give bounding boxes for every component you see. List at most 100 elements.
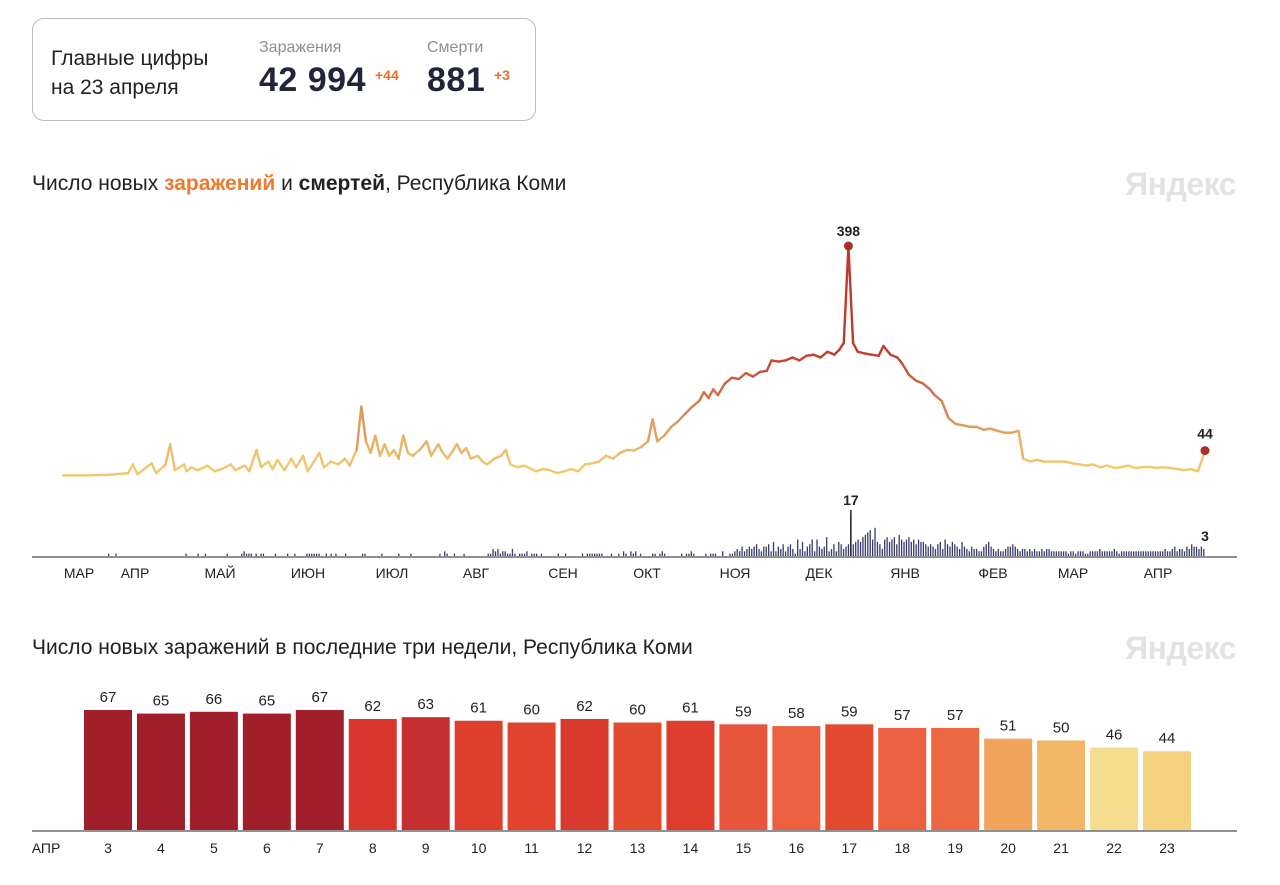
- bar: [931, 727, 980, 830]
- bar-value-label: 65: [259, 693, 276, 710]
- x-tick-label: 16: [789, 840, 805, 856]
- infection-line-segment: [847, 244, 855, 345]
- infection-line-segment: [877, 344, 885, 357]
- infection-line-segment: [819, 350, 829, 359]
- summary-title: Главные цифры на 23 апреля: [51, 44, 241, 102]
- deaths-delta: +3: [494, 67, 510, 83]
- infection-line-segment: [597, 454, 608, 463]
- infection-line-segment: [684, 405, 694, 415]
- infection-line-segment: [136, 462, 153, 476]
- infection-line-segment: [329, 460, 340, 466]
- x-tick-label: ДЕК: [806, 565, 834, 581]
- infection-line-segment: [131, 463, 139, 476]
- bar: [454, 720, 503, 830]
- infection-line-segment: [259, 460, 270, 469]
- bar: [1090, 747, 1139, 830]
- summary-title-line1: Главные цифры: [51, 47, 209, 70]
- bar-value-label: 63: [417, 696, 434, 713]
- x-tick-label: ИЮН: [291, 565, 325, 581]
- bar-value-label: 67: [311, 689, 328, 706]
- infection-line-segment: [896, 356, 904, 365]
- x-tick-label: 8: [369, 840, 377, 856]
- infection-line-segment: [691, 399, 701, 408]
- infection-line-segment: [765, 359, 773, 373]
- infection-line-segment: [229, 463, 237, 472]
- infection-line-segment: [127, 463, 135, 475]
- infection-line-segment: [812, 353, 822, 359]
- x-tick-label: НОЯ: [720, 565, 751, 581]
- infection-line-segment: [826, 350, 836, 356]
- infection-line-segment: [504, 448, 512, 466]
- infection-line-segment: [306, 451, 321, 473]
- infection-line-segment: [1119, 464, 1130, 469]
- peak-label: 398: [837, 223, 861, 239]
- infections-delta: +44: [375, 67, 399, 83]
- x-axis-prefix: АПР: [32, 840, 61, 856]
- infection-line-segment: [751, 370, 762, 378]
- infection-line-segment: [108, 471, 130, 477]
- bar: [136, 713, 185, 830]
- infection-line-segment: [485, 457, 496, 466]
- infection-line-segment: [851, 341, 859, 353]
- infection-line-segment: [737, 371, 748, 381]
- bar: [348, 718, 397, 830]
- bar-value-label: 57: [947, 707, 964, 724]
- bar: [984, 738, 1033, 830]
- bar: [825, 724, 874, 830]
- infection-line-segment: [677, 412, 687, 423]
- infection-line-segment: [322, 460, 333, 469]
- infection-line-segment: [476, 454, 484, 463]
- peak-marker: [843, 241, 853, 251]
- x-tick-label: АВГ: [463, 565, 490, 581]
- infection-line-segment: [975, 425, 985, 431]
- infection-line-segment: [940, 399, 950, 420]
- infection-line-segment: [907, 373, 918, 382]
- x-tick-label: 19: [947, 840, 963, 856]
- infection-line-segment: [523, 464, 533, 471]
- infection-line-segment: [255, 448, 263, 469]
- infection-line-segment: [723, 376, 734, 385]
- x-tick-label: 6: [263, 840, 271, 856]
- line-chart: 398 44 17 3 МАР АПР МАЙ ИЮН ИЮЛ АВГ СЕН ОКТ НОЯ ДЕК ЯН…: [32, 223, 1237, 581]
- infection-line-segment: [283, 457, 293, 472]
- infection-line-segment: [842, 244, 850, 345]
- infection-line-segment: [378, 443, 386, 457]
- bar: [189, 711, 238, 830]
- chart1-title-infections: заражений: [164, 172, 276, 195]
- bar: [295, 710, 344, 830]
- infection-line-segment: [1105, 464, 1116, 470]
- infection-line-segment: [698, 391, 706, 403]
- deaths-value: 881: [427, 61, 486, 99]
- infection-line-segment: [348, 448, 358, 467]
- infection-line-segment: [374, 434, 382, 457]
- bar-value-label: 58: [788, 705, 805, 722]
- infection-line-segment: [266, 460, 274, 471]
- infection-line-segment: [360, 405, 368, 443]
- infection-line-segment: [173, 463, 186, 472]
- infection-line-segment: [791, 356, 801, 362]
- infection-line-segment: [656, 434, 666, 443]
- infection-line-segment: [716, 382, 727, 397]
- last-label: 44: [1197, 426, 1213, 442]
- infection-line-segment: [548, 469, 559, 475]
- x-tick-label: 3: [104, 840, 112, 856]
- x-tick-label: 4: [157, 840, 165, 856]
- infection-line-segment: [646, 418, 654, 443]
- chart2-title: Число новых заражений в последние три не…: [32, 636, 693, 659]
- infection-line-segment: [996, 429, 1006, 434]
- infection-line-segment: [150, 462, 158, 475]
- infection-line-segment: [469, 454, 480, 460]
- infection-line-segment: [639, 440, 650, 449]
- summary-title-line2: на 23 апреля: [51, 76, 179, 99]
- infection-line-segment: [590, 460, 601, 465]
- x-tick-label: 18: [894, 840, 910, 856]
- x-tick-label: 17: [842, 840, 858, 856]
- bar-value-label: 67: [100, 689, 117, 706]
- death-last-label: 3: [1201, 528, 1209, 544]
- infection-line-segment: [418, 440, 428, 452]
- infection-line-segment: [784, 356, 794, 362]
- infection-line-segment: [355, 405, 363, 452]
- infection-line-segment: [1029, 458, 1039, 463]
- infection-line-segment: [534, 467, 545, 473]
- x-tick-label: 14: [683, 840, 699, 856]
